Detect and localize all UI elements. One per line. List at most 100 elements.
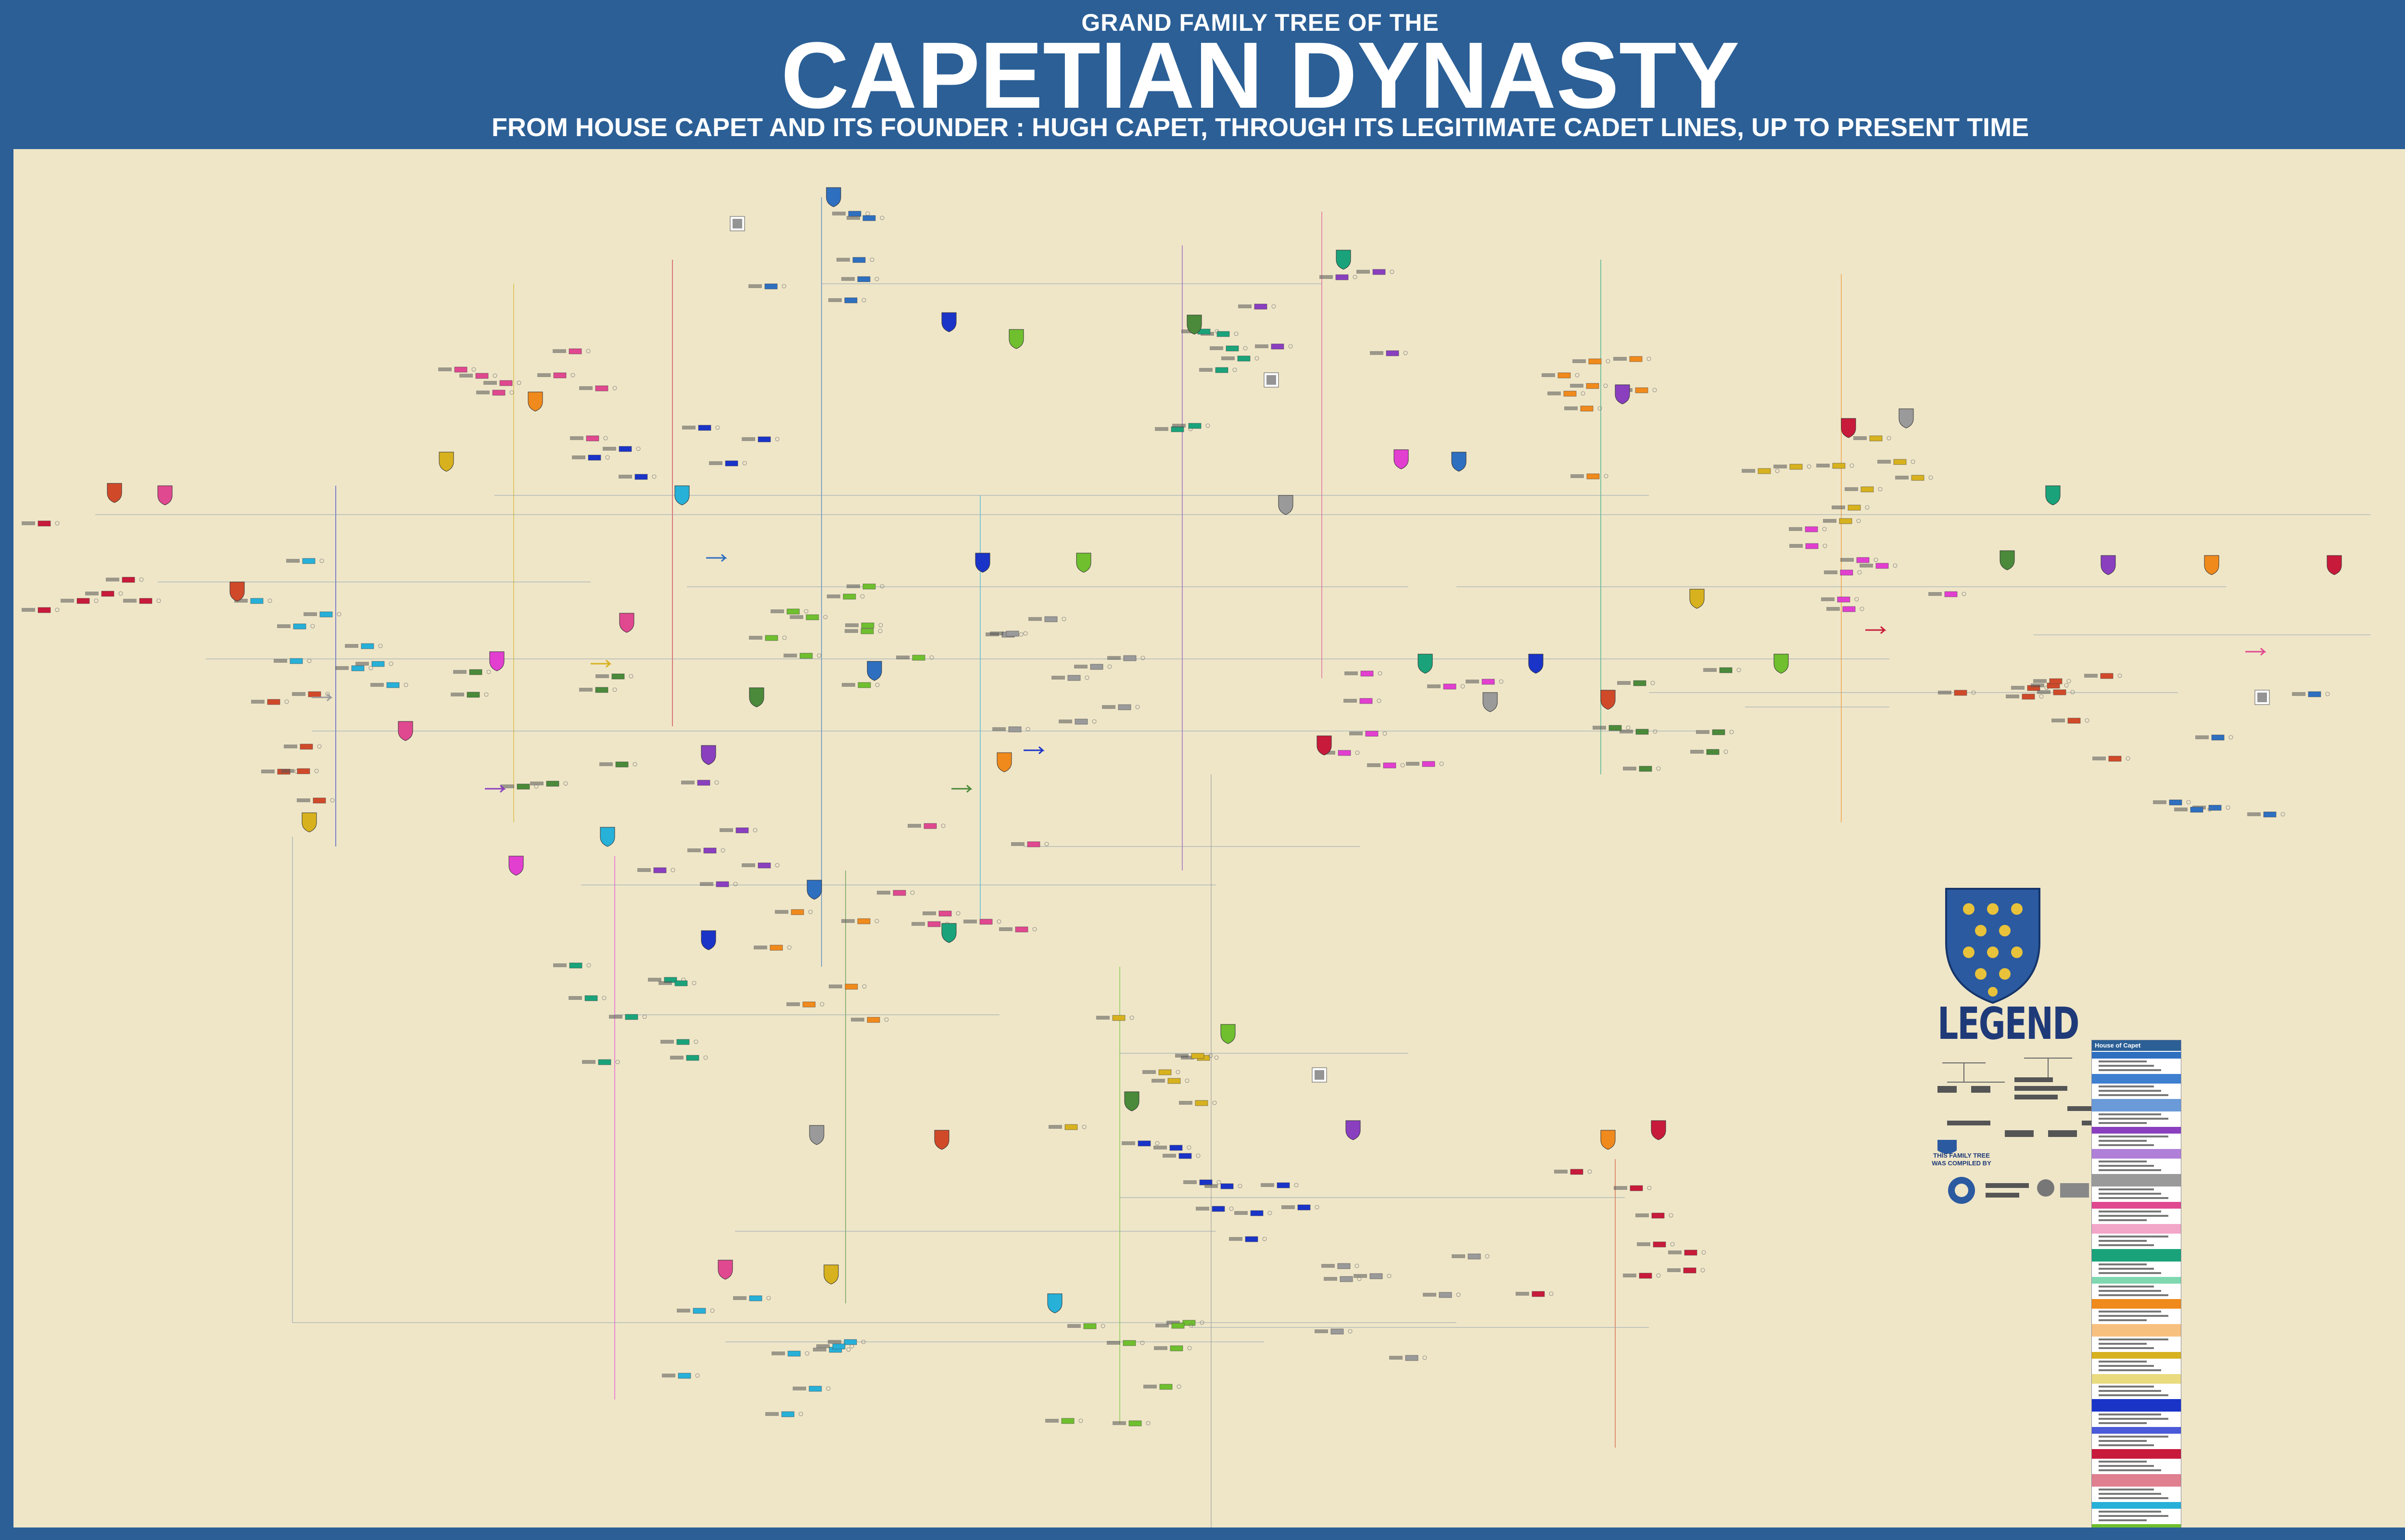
- coat-of-arms-icon: [489, 651, 505, 671]
- person-node: [735, 827, 749, 833]
- generation-marker: [1267, 1211, 1272, 1215]
- person-label: [1344, 671, 1358, 675]
- person-node: [1789, 464, 1803, 470]
- person-node: [634, 474, 648, 480]
- person-node: [2100, 673, 2114, 679]
- generation-marker: [1865, 505, 1870, 510]
- coat-of-arms-icon: [941, 923, 957, 943]
- person-node: [787, 1351, 801, 1357]
- person-label: [742, 437, 755, 441]
- generation-marker: [1254, 356, 1259, 361]
- house-entry-line: [2099, 1136, 2168, 1137]
- person-label: [1107, 1341, 1120, 1345]
- generation-marker: [1243, 346, 1248, 351]
- person-label: [1938, 691, 1951, 694]
- generation-marker: [766, 1296, 771, 1300]
- house-entry-line: [2099, 1215, 2168, 1217]
- generation-marker: [612, 386, 617, 391]
- person-label: [765, 1412, 779, 1416]
- person-label: [459, 374, 473, 378]
- generation-marker: [1656, 1273, 1661, 1278]
- person-node: [1856, 557, 1870, 563]
- house-color-band: [2092, 1149, 2181, 1159]
- person-label: [292, 692, 305, 696]
- person-label: [297, 798, 310, 802]
- generation-marker: [1893, 563, 1898, 568]
- person-label: [784, 654, 797, 657]
- generation-marker: [787, 945, 792, 950]
- person-node: [598, 1059, 611, 1065]
- person-node: [765, 635, 778, 641]
- person-node: [2211, 734, 2225, 741]
- generation-marker: [484, 692, 489, 697]
- person-node: [569, 962, 582, 969]
- person-node: [1532, 1291, 1545, 1297]
- person-label: [569, 996, 582, 1000]
- person-node: [979, 919, 993, 925]
- person-node: [1128, 1420, 1142, 1426]
- house-entry-line: [2099, 1365, 2154, 1367]
- house-color-band: [2092, 1249, 2181, 1262]
- house-entry-line: [2099, 1347, 2154, 1349]
- coat-of-arms-icon: [997, 752, 1012, 772]
- generation-marker: [1439, 761, 1444, 766]
- person-label: [1067, 1324, 1081, 1328]
- person-label: [2011, 686, 2025, 690]
- person-node: [1805, 543, 1819, 549]
- coat-of-arms-icon: [107, 483, 122, 503]
- person-label: [842, 683, 855, 687]
- generation-marker: [317, 744, 322, 749]
- person-node: [1171, 1323, 1185, 1329]
- generation-marker: [55, 607, 60, 612]
- person-node: [1639, 766, 1652, 772]
- generation-marker: [1670, 1242, 1675, 1247]
- coat-of-arms-icon: [823, 1264, 839, 1285]
- person-node: [1360, 670, 1374, 677]
- qr-code-pattern: [733, 219, 742, 228]
- person-label: [790, 615, 803, 619]
- generation-marker: [742, 461, 747, 466]
- generation-marker: [1085, 675, 1089, 680]
- generation-marker: [1603, 383, 1608, 388]
- coat-of-arms-icon: [1345, 1120, 1361, 1140]
- generation-marker: [849, 1344, 854, 1349]
- generation-marker: [493, 373, 497, 378]
- house-entry-line: [2099, 1060, 2147, 1062]
- house-entry-line: [2099, 1193, 2161, 1195]
- coat-of-arms-icon: [809, 1125, 824, 1145]
- person-node: [1651, 1212, 1665, 1219]
- generation-marker: [1886, 436, 1891, 441]
- generation-marker: [1140, 656, 1145, 660]
- person-label: [1832, 505, 1845, 509]
- generation-marker: [775, 863, 780, 868]
- person-label: [2092, 757, 2106, 760]
- coat-of-arms-icon: [2204, 555, 2219, 575]
- generation-marker: [1353, 275, 1357, 279]
- generation-marker: [826, 1386, 831, 1391]
- person-node: [848, 211, 861, 217]
- generation-marker: [586, 963, 591, 968]
- generation-marker: [1422, 1355, 1427, 1360]
- generation-marker: [910, 890, 915, 895]
- coat-of-arms-icon: [2000, 550, 2015, 570]
- generation-marker: [1234, 331, 1239, 336]
- generation-marker: [715, 425, 720, 430]
- person-node: [1405, 1355, 1418, 1361]
- person-label: [1349, 732, 1363, 735]
- generation-marker: [692, 981, 696, 985]
- generation-marker: [337, 612, 342, 617]
- person-label: [1261, 1183, 1274, 1187]
- generation-marker: [671, 868, 675, 872]
- generation-marker: [404, 682, 408, 687]
- person-node: [1468, 1253, 1481, 1260]
- person-node: [2022, 694, 2035, 700]
- generation-marker: [1701, 1250, 1706, 1255]
- person-label: [911, 922, 925, 926]
- family-tree-canvas[interactable]: LEGEND THIS FAMILY TREE WAS COMPILED BY: [13, 149, 2405, 1527]
- house-entry-line: [2099, 1440, 2147, 1442]
- generation-marker: [880, 584, 885, 589]
- person-node: [1188, 423, 1202, 429]
- house-entry-line: [2099, 1338, 2168, 1340]
- person-node: [300, 744, 313, 750]
- person-label: [1154, 1346, 1167, 1350]
